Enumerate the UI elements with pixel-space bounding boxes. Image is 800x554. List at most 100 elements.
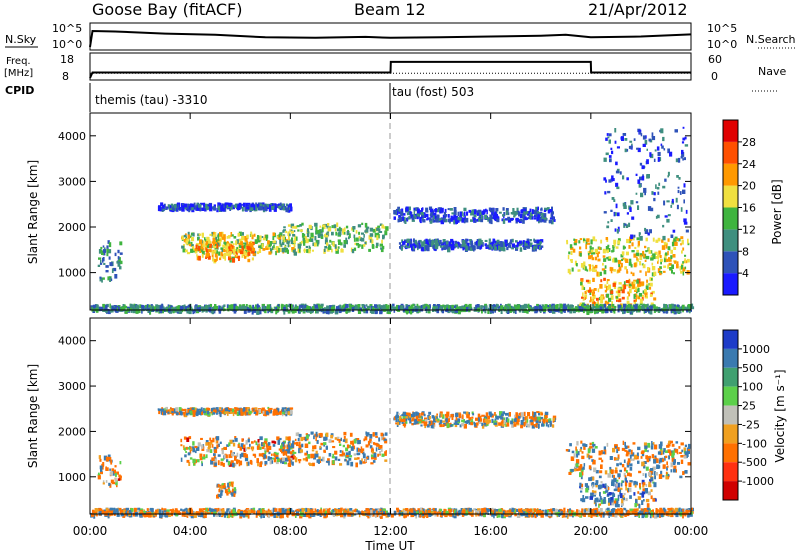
heatmap-cell bbox=[689, 309, 691, 314]
heatmap-cell bbox=[97, 475, 101, 480]
heatmap-cell bbox=[360, 446, 363, 449]
heatmap-cell bbox=[583, 303, 586, 306]
heatmap-cell bbox=[523, 308, 527, 313]
heatmap-cell bbox=[415, 243, 419, 248]
heatmap-cell bbox=[129, 307, 133, 310]
heatmap-cell bbox=[342, 439, 346, 442]
heatmap-cell bbox=[623, 246, 626, 249]
heatmap-cell bbox=[222, 409, 225, 412]
heatmap-cell bbox=[370, 462, 374, 465]
heatmap-cell bbox=[471, 416, 474, 419]
heatmap-cell bbox=[366, 308, 370, 311]
heatmap-cell bbox=[649, 153, 654, 159]
heatmap-cell bbox=[307, 228, 310, 232]
heatmap-cell bbox=[282, 409, 285, 415]
heatmap-cell bbox=[291, 237, 294, 242]
heatmap-cell bbox=[205, 442, 209, 446]
heatmap-cell bbox=[308, 225, 312, 229]
heatmap-cell bbox=[102, 245, 105, 248]
heatmap-cell bbox=[416, 303, 419, 308]
heatmap-cell bbox=[282, 451, 285, 456]
heatmap-cell bbox=[257, 235, 259, 240]
heatmap-cell bbox=[223, 234, 226, 239]
heatmap-cell bbox=[114, 309, 117, 313]
heatmap-cell bbox=[220, 205, 223, 209]
heatmap-cell bbox=[589, 300, 592, 303]
heatmap-cell bbox=[200, 407, 203, 411]
heatmap-cell bbox=[629, 207, 632, 212]
heatmap-cell bbox=[214, 232, 217, 235]
heatmap-cell bbox=[601, 309, 604, 314]
heatmap-cell bbox=[102, 249, 107, 253]
heatmap-cell bbox=[626, 212, 629, 215]
heatmap-cell bbox=[354, 438, 357, 444]
heatmap-cell bbox=[462, 241, 466, 246]
heatmap-cell bbox=[317, 229, 321, 235]
heatmap-cell bbox=[596, 271, 599, 277]
heatmap-cell bbox=[426, 246, 430, 252]
heatmap-cell bbox=[106, 245, 109, 249]
heatmap-cell bbox=[215, 439, 218, 444]
heatmap-cell bbox=[276, 456, 279, 459]
heatmap-cell bbox=[628, 278, 631, 283]
heatmap-cell bbox=[653, 192, 656, 196]
heatmap-cell bbox=[569, 304, 573, 310]
heatmap-cell bbox=[460, 415, 464, 420]
heatmap-cell bbox=[550, 213, 553, 219]
heatmap-cell bbox=[223, 410, 226, 414]
heatmap-cell bbox=[406, 217, 409, 220]
heatmap-cell bbox=[183, 411, 185, 417]
heatmap-cell bbox=[399, 416, 402, 421]
heatmap-cell bbox=[334, 437, 338, 440]
heatmap-cell bbox=[261, 303, 265, 307]
heatmap-cell bbox=[116, 471, 119, 475]
heatmap-cell bbox=[224, 257, 226, 261]
heatmap-cell bbox=[325, 432, 329, 437]
heatmap-cell bbox=[131, 304, 135, 308]
heatmap-cell bbox=[613, 211, 616, 217]
heatmap-cell bbox=[185, 238, 190, 242]
heatmap-cell bbox=[325, 236, 328, 242]
heatmap-cell bbox=[197, 236, 200, 241]
heatmap-cell bbox=[629, 288, 632, 294]
heatmap-cell bbox=[139, 304, 142, 308]
heatmap-cell bbox=[505, 417, 509, 421]
heatmap-cell bbox=[585, 244, 588, 250]
heatmap-cell bbox=[348, 303, 352, 306]
heatmap-cell bbox=[304, 452, 308, 456]
heatmap-cell bbox=[249, 443, 251, 447]
heatmap-cell bbox=[379, 451, 382, 454]
heatmap-cell bbox=[212, 252, 214, 255]
heatmap-cell bbox=[408, 240, 412, 245]
heatmap-cell bbox=[597, 288, 600, 293]
heatmap-cell bbox=[106, 251, 109, 257]
heatmap-cell bbox=[100, 471, 103, 475]
heatmap-cell bbox=[636, 256, 638, 261]
heatmap-cell bbox=[671, 241, 675, 247]
heatmap-cell bbox=[686, 258, 690, 263]
heatmap-cell bbox=[404, 307, 408, 311]
heatmap-cell bbox=[385, 304, 388, 307]
heatmap-cell bbox=[617, 240, 621, 245]
heatmap-cell bbox=[211, 407, 213, 412]
freq-right-tick-bottom: 0 bbox=[711, 70, 718, 83]
heatmap-cell bbox=[196, 409, 199, 413]
heatmap-cell bbox=[608, 139, 611, 144]
heatmap-cell bbox=[459, 424, 462, 428]
heatmap-cell bbox=[319, 460, 322, 463]
heatmap-cell bbox=[198, 248, 200, 251]
heatmap-cell bbox=[369, 309, 372, 314]
heatmap-cell bbox=[119, 252, 123, 255]
heatmap-cell bbox=[339, 443, 342, 446]
heatmap-cell bbox=[226, 252, 228, 256]
heatmap-cell bbox=[251, 257, 254, 261]
heatmap-cell bbox=[288, 236, 290, 241]
heatmap-cell bbox=[312, 306, 315, 310]
heatmap-cell bbox=[215, 305, 218, 310]
heatmap-cell bbox=[684, 144, 689, 147]
heatmap-cell bbox=[186, 459, 190, 463]
heatmap-cell bbox=[522, 416, 525, 422]
heatmap-cell bbox=[212, 407, 216, 411]
heatmap-cell bbox=[192, 441, 195, 446]
heatmap-cell bbox=[264, 309, 267, 314]
